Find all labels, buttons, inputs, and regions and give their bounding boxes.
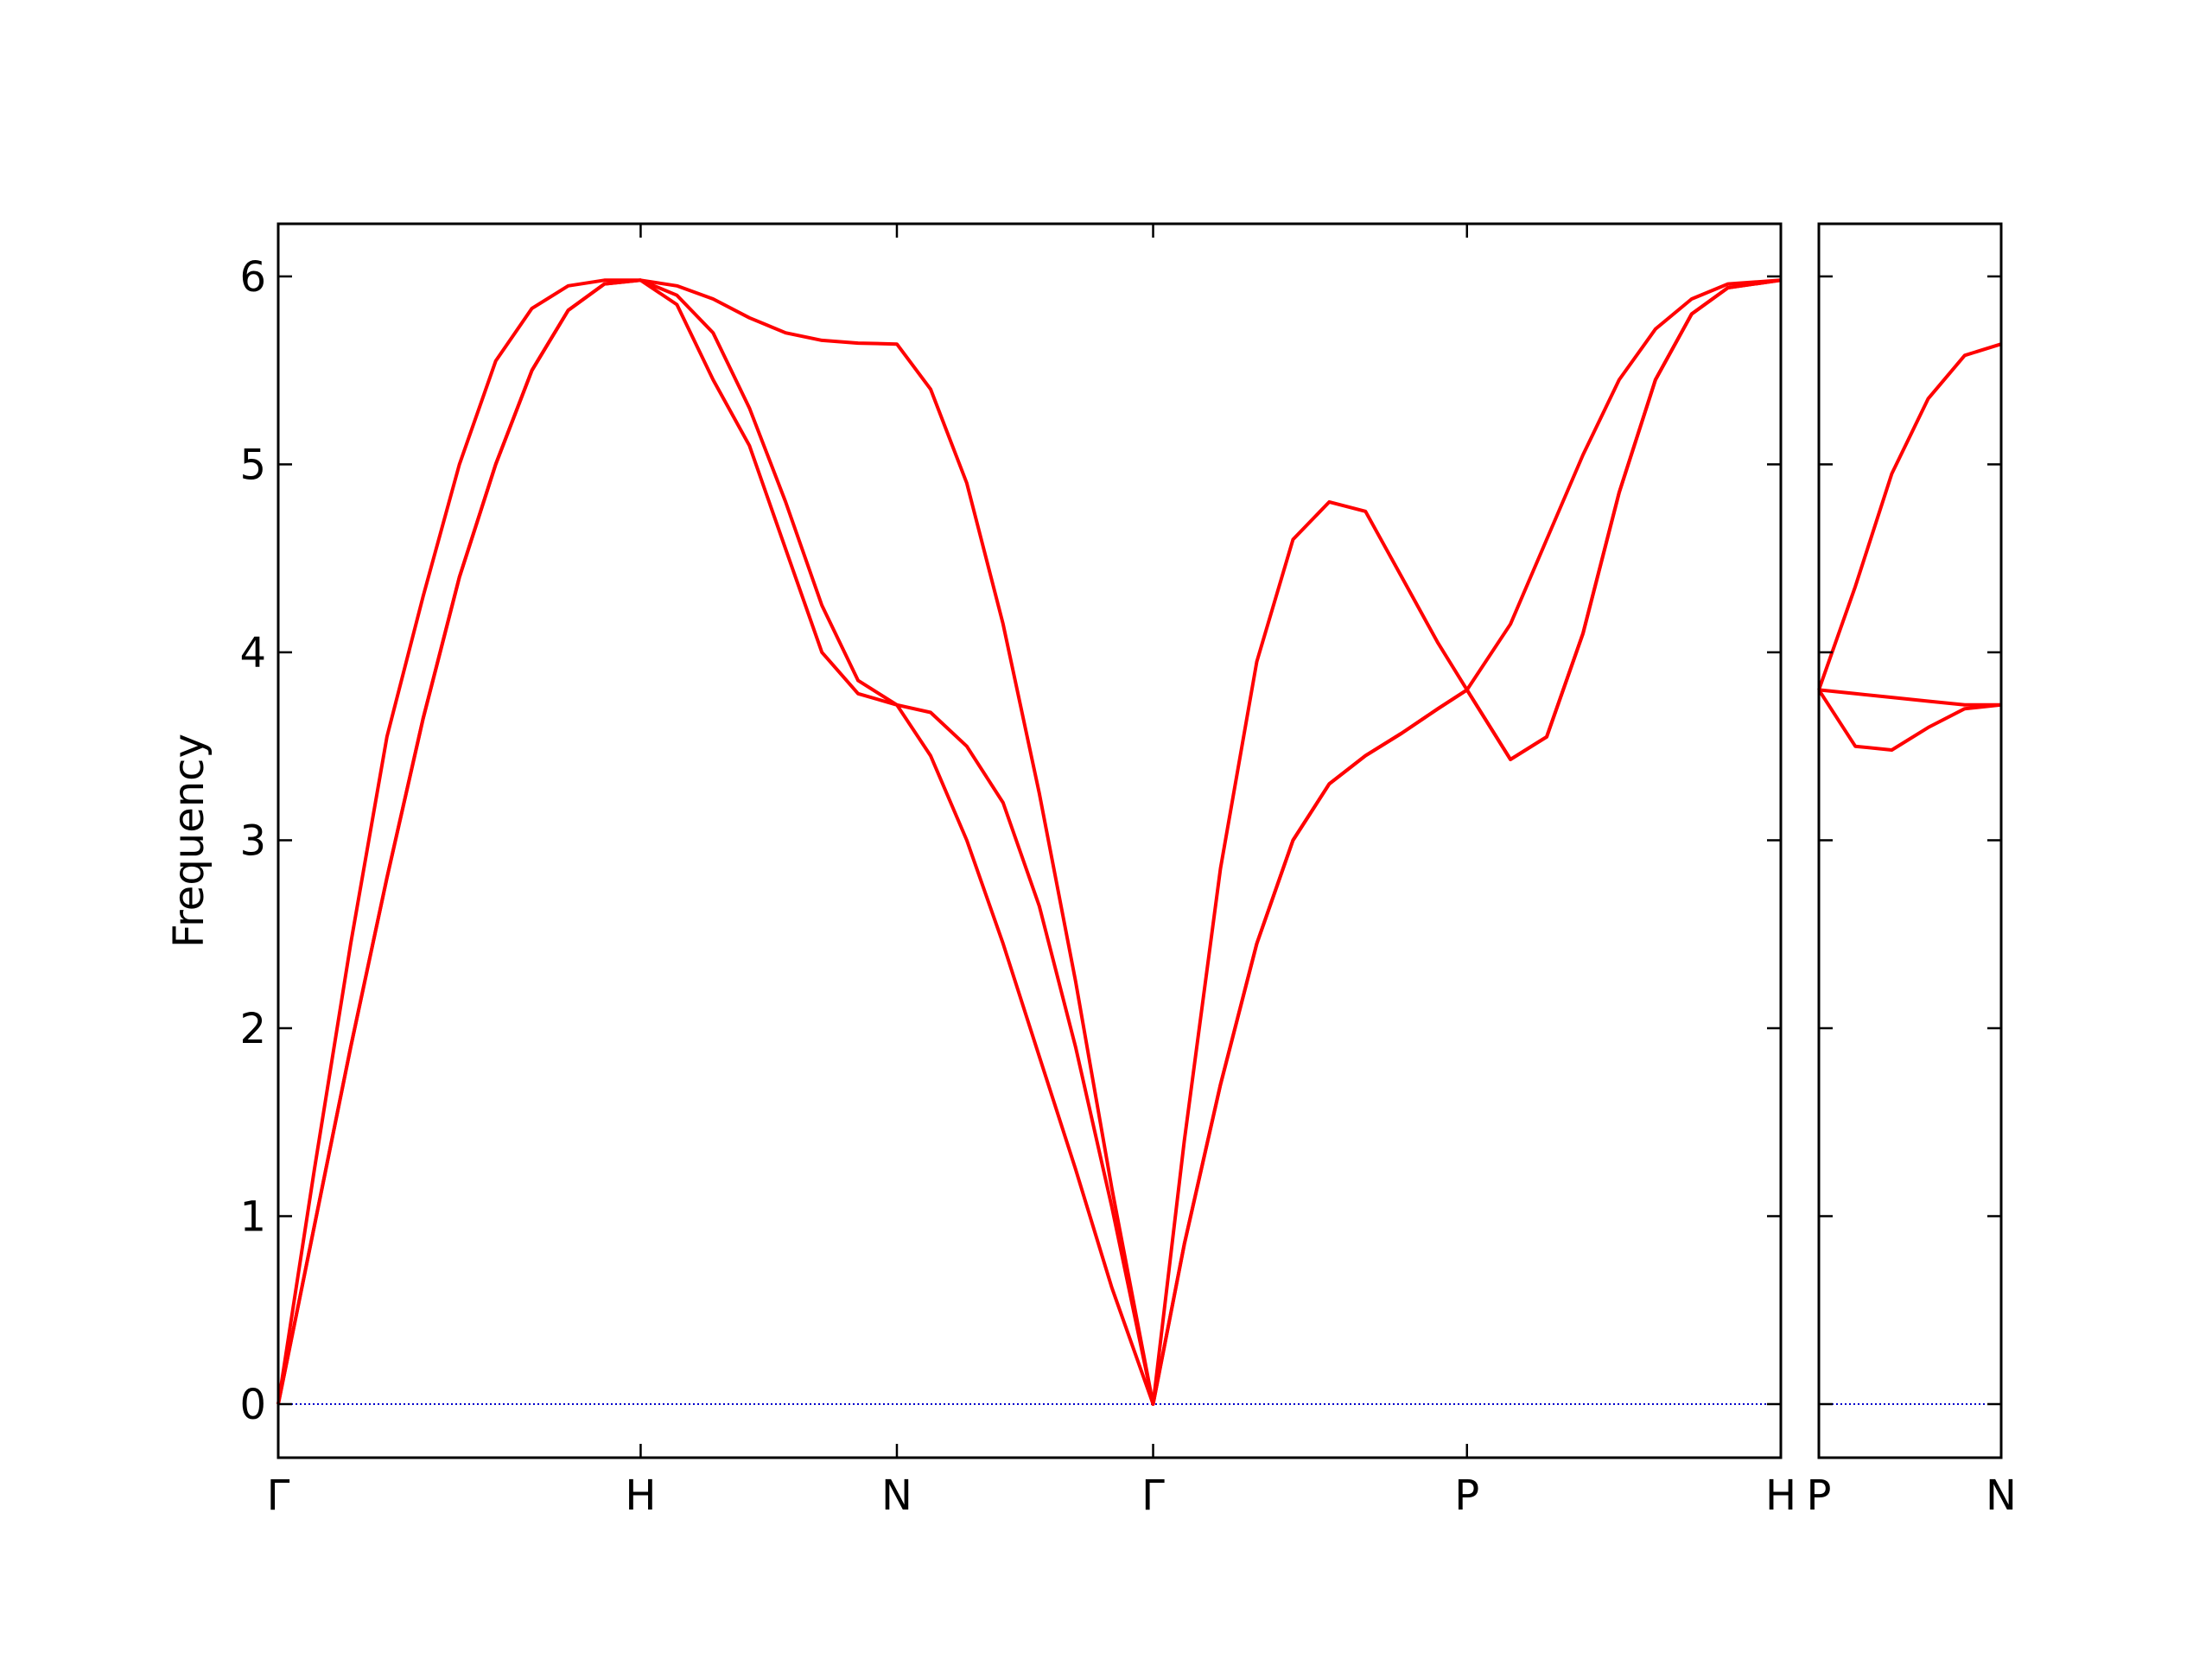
axes-frame (276, 222, 1783, 1459)
x-tick-label: Γ (1141, 1471, 1165, 1520)
y-tick-label: 3 (239, 817, 266, 865)
y-tick-label: 2 (239, 1005, 266, 1053)
band-line (1817, 342, 2002, 691)
x-tick-label: Γ (267, 1471, 290, 1520)
y-tick-label: 6 (239, 253, 266, 302)
band-line (1817, 689, 2002, 752)
axes-frame (1817, 222, 2003, 1459)
y-tick-label: 5 (239, 441, 266, 489)
band-line (276, 278, 1782, 1406)
x-tick-label: N (881, 1471, 912, 1520)
band-line (276, 278, 1782, 1406)
y-tick-label: 0 (239, 1381, 266, 1429)
band-line (1818, 688, 2001, 707)
x-tick-label: P (1454, 1471, 1479, 1520)
y-tick-label: 4 (239, 629, 266, 677)
x-tick-label: H (1765, 1471, 1796, 1520)
x-tick-label: P (1807, 1471, 1832, 1520)
y-axis-label: Frequency (165, 734, 213, 948)
y-tick-label: 1 (239, 1192, 266, 1241)
x-tick-label: H (625, 1471, 656, 1520)
x-tick-label: N (1986, 1471, 2017, 1520)
